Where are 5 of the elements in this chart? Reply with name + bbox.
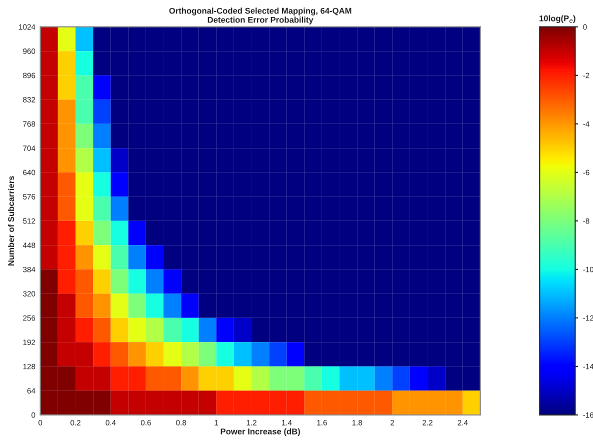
chart-title: Orthogonal-Coded Selected Mapping, 64-QAM xyxy=(169,8,352,16)
color-bar-title: 10log(P$_{e}$) xyxy=(540,15,576,24)
y-axis-title: Number of Subcarriers xyxy=(8,176,14,266)
chart-subtitle: Detection Error Probability xyxy=(208,16,314,24)
x-axis-title: Power Increase (dB) xyxy=(220,428,300,436)
